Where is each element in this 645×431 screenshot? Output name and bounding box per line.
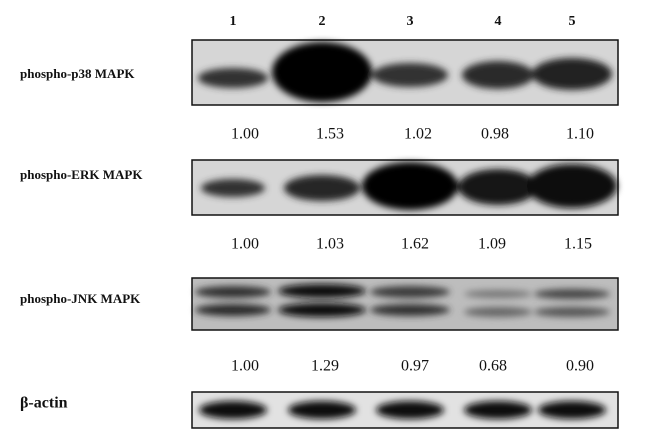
lane-number: 1 xyxy=(230,14,237,29)
band xyxy=(464,290,532,298)
band xyxy=(272,42,372,102)
band xyxy=(370,286,450,298)
lane-number: 2 xyxy=(319,14,326,29)
row-label: phospho-p38 MAPK xyxy=(20,66,135,81)
band xyxy=(464,401,532,419)
row-label: β-actin xyxy=(20,395,68,412)
band xyxy=(201,179,265,197)
band xyxy=(532,58,612,90)
band xyxy=(372,63,448,87)
band xyxy=(458,169,538,205)
band xyxy=(362,162,458,210)
quantification: 1.02 xyxy=(404,126,432,143)
band xyxy=(288,401,356,419)
quantification: 0.98 xyxy=(481,126,509,143)
band xyxy=(376,401,444,419)
quantification: 1.03 xyxy=(316,236,344,253)
band xyxy=(198,68,268,88)
quantification: 1.10 xyxy=(566,126,594,143)
quantification: 0.97 xyxy=(401,358,429,375)
bands xyxy=(195,284,610,317)
lane-number: 4 xyxy=(495,14,502,29)
quantification: 1.29 xyxy=(311,358,339,375)
band xyxy=(370,304,450,316)
blot-panel xyxy=(191,277,619,331)
band xyxy=(534,289,610,299)
band xyxy=(278,284,366,298)
band xyxy=(534,307,610,317)
quantification: 1.53 xyxy=(316,126,344,143)
lane-number: 5 xyxy=(569,14,576,29)
band xyxy=(462,61,534,89)
band xyxy=(464,307,532,317)
band xyxy=(278,303,366,317)
lane-number: 3 xyxy=(407,14,414,29)
band xyxy=(199,401,267,419)
bands xyxy=(199,401,606,419)
quantification: 1.09 xyxy=(478,236,506,253)
bands xyxy=(198,42,612,102)
row-label: phospho-JNK MAPK xyxy=(20,291,141,306)
bands xyxy=(201,162,617,210)
band xyxy=(195,304,271,316)
band xyxy=(284,175,360,201)
quantification: 1.00 xyxy=(231,126,259,143)
band xyxy=(538,401,606,419)
quantification: 1.15 xyxy=(564,236,592,253)
quantification: 1.00 xyxy=(231,236,259,253)
quantification: 0.68 xyxy=(479,358,507,375)
quantification: 1.62 xyxy=(401,236,429,253)
band xyxy=(527,164,617,208)
row-label: phospho-ERK MAPK xyxy=(20,167,143,182)
quantification: 0.90 xyxy=(566,358,594,375)
quantification: 1.00 xyxy=(231,358,259,375)
band xyxy=(195,286,271,298)
